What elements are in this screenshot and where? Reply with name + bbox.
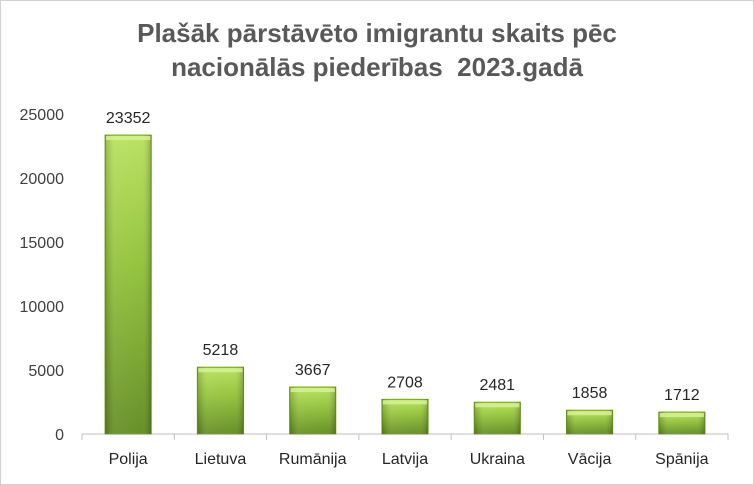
category-label: Rumānija [279, 451, 347, 468]
data-label: 23352 [106, 110, 151, 127]
bar-highlight [567, 411, 612, 416]
data-label: 2481 [479, 377, 515, 394]
chart-title-line-2: nacionālās piederības 2023.gadā [171, 52, 583, 82]
data-label: 1858 [572, 385, 608, 402]
data-label: 5218 [203, 342, 239, 359]
data-label: 2708 [387, 374, 423, 391]
category-label: Polija [109, 451, 148, 468]
bars: 23352 Polija 5218 Lietuva 3667 Rumānija 2708 La… [104, 110, 709, 468]
category-label: Spānija [655, 451, 708, 468]
category-label: Ukraina [470, 451, 525, 468]
y-tick-label: 25000 [20, 107, 65, 124]
bar-shading [289, 387, 336, 434]
y-tick-label: 0 [55, 427, 64, 444]
category-label: Vācija [568, 451, 612, 468]
bar-highlight [659, 413, 704, 418]
bar-highlight [290, 388, 335, 393]
bar-shading [197, 367, 244, 434]
y-axis: 0 5000 10000 15000 20000 25000 [20, 107, 65, 444]
category-label: Lietuva [195, 451, 247, 468]
y-tick-label: 15000 [20, 235, 65, 252]
bar-shading [658, 412, 705, 434]
x-axis [81, 433, 729, 440]
chart-title: Plašāk pārstāvēto imigrantu skaits pēc n… [0, 16, 754, 84]
bar-shading [474, 402, 521, 434]
bar-shading [566, 410, 613, 434]
bar-shading [381, 399, 429, 434]
data-label: 3667 [295, 362, 331, 379]
bar-shading [105, 135, 152, 434]
y-tick-label: 10000 [20, 299, 65, 316]
chart-title-line-1: Plašāk pārstāvēto imigrantu skaits pēc [137, 18, 617, 48]
category-label: Latvija [382, 451, 428, 468]
bar-highlight [106, 136, 151, 141]
data-label: 1712 [664, 387, 700, 404]
bar-highlight [475, 403, 520, 408]
y-tick-label: 5000 [28, 363, 64, 380]
bar-highlight [382, 400, 428, 405]
y-tick-label: 20000 [20, 171, 65, 188]
bar-highlight [198, 368, 243, 373]
